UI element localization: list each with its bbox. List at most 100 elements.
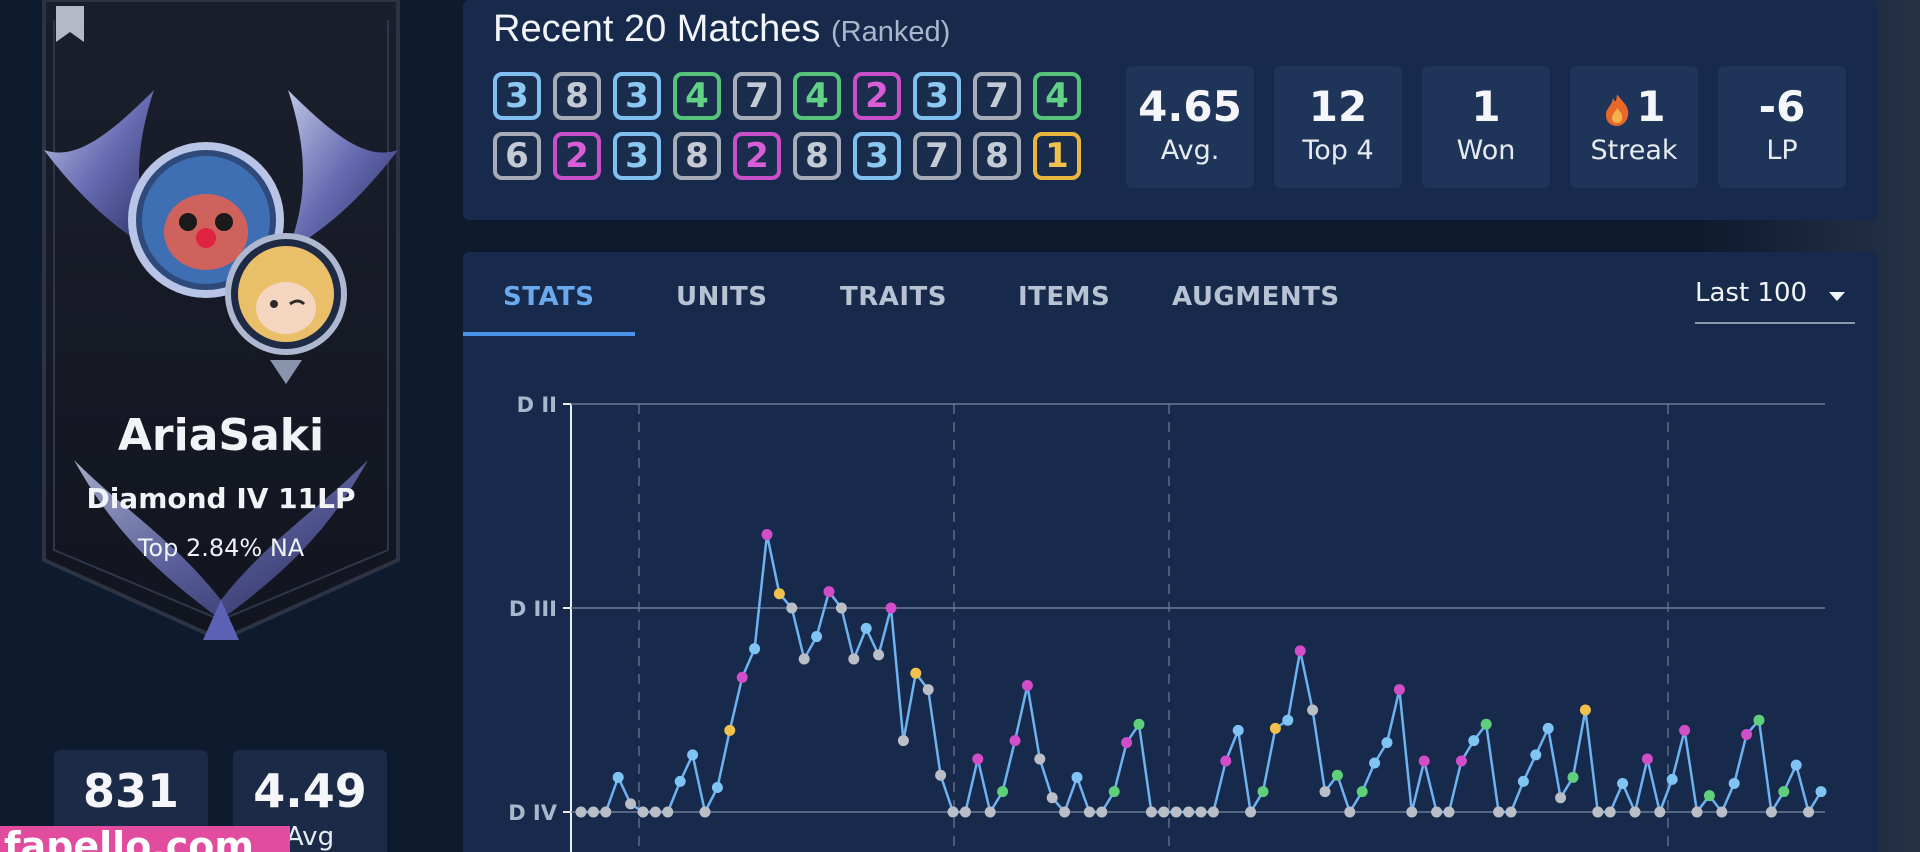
tab-traits[interactable]: TRAITS [840, 282, 948, 312]
match-point [848, 653, 860, 665]
placement-box[interactable]: 7 [733, 72, 781, 120]
match-point [1753, 714, 1765, 726]
placement-box[interactable]: 4 [1033, 72, 1081, 120]
match-point [1021, 680, 1033, 692]
kpi-lp: -6 LP [1718, 66, 1846, 188]
match-point [984, 806, 996, 818]
match-point [1034, 753, 1046, 765]
tab-stats[interactable]: STATS [503, 282, 595, 312]
match-point [1331, 769, 1343, 781]
match-point [1232, 724, 1244, 736]
match-point [1369, 757, 1381, 769]
match-point [637, 806, 649, 818]
placement-box[interactable]: 7 [913, 132, 961, 180]
profile-card: AriaSaki Diamond IV 11LP Top 2.84% NA [34, 0, 408, 640]
placement-box[interactable]: 7 [973, 72, 1021, 120]
kpi-label: Won [1456, 135, 1516, 166]
match-point [1567, 771, 1579, 783]
bookmark-icon[interactable] [54, 4, 86, 44]
placement-box[interactable]: 8 [673, 132, 721, 180]
match-point [1108, 786, 1120, 798]
match-point [761, 529, 773, 541]
placement-box[interactable]: 4 [673, 72, 721, 120]
placement-box[interactable]: 2 [733, 132, 781, 180]
match-point [1654, 806, 1666, 818]
match-point [1307, 704, 1319, 716]
match-point [1517, 775, 1529, 787]
placement-box[interactable]: 8 [793, 132, 841, 180]
tab-augments[interactable]: AUGMENTS [1172, 282, 1340, 312]
kpi-label: Avg. [1160, 135, 1220, 166]
placement-box[interactable]: 2 [853, 72, 901, 120]
match-point [1406, 806, 1418, 818]
match-point [1790, 759, 1802, 771]
match-point [749, 643, 761, 655]
match-point [835, 602, 847, 614]
match-point [587, 806, 599, 818]
profile-stat-avg: 4.49 Avg [233, 750, 387, 852]
range-select[interactable]: Last 100 [1695, 278, 1855, 324]
match-point [972, 753, 984, 765]
match-point [1579, 704, 1591, 716]
placement-box[interactable]: 3 [493, 72, 541, 120]
kpi-top4: 12 Top 4 [1274, 66, 1402, 188]
watermark: fapello.com [0, 826, 290, 852]
match-point [1666, 773, 1678, 785]
match-point [1716, 806, 1728, 818]
match-point [1592, 806, 1604, 818]
chevron-down-icon [1829, 292, 1845, 301]
match-point [1393, 684, 1405, 696]
placement-box[interactable]: 6 [493, 132, 541, 180]
match-point [625, 798, 637, 810]
placement-box[interactable]: 8 [553, 72, 601, 120]
match-point [1133, 718, 1145, 730]
placement-box[interactable]: 4 [793, 72, 841, 120]
placement-box[interactable]: 3 [913, 72, 961, 120]
match-point [897, 735, 909, 747]
match-point [1431, 806, 1443, 818]
placement-box[interactable]: 2 [553, 132, 601, 180]
placement-box[interactable]: 8 [973, 132, 1021, 180]
placement-box[interactable]: 3 [613, 132, 661, 180]
match-point [674, 775, 686, 787]
match-point [922, 684, 934, 696]
placement-box[interactable]: 3 [613, 72, 661, 120]
placement-box[interactable]: 1 [1033, 132, 1081, 180]
rank-label: Diamond IV 11LP [86, 482, 356, 515]
match-point [873, 649, 885, 661]
y-tick-label: D IV [508, 801, 558, 825]
placement-box[interactable]: 3 [853, 132, 901, 180]
flame-icon [1606, 93, 1629, 126]
active-tab-indicator [463, 332, 635, 336]
match-point [947, 806, 959, 818]
rank-banner [42, 0, 400, 640]
match-point [1282, 714, 1294, 726]
match-point [612, 771, 624, 783]
match-point [1815, 786, 1827, 798]
match-point [1691, 806, 1703, 818]
match-point [1803, 806, 1815, 818]
match-point [1183, 806, 1195, 818]
kpi-value: -6 [1758, 82, 1806, 131]
match-point [786, 602, 798, 614]
match-point [1170, 806, 1182, 818]
tab-bar: STATS UNITS TRAITS ITEMS AUGMENTS Last 1… [463, 252, 1877, 336]
match-point [1195, 806, 1207, 818]
match-point [910, 667, 922, 679]
match-point [1059, 806, 1071, 818]
tab-units[interactable]: UNITS [676, 282, 768, 312]
match-point [699, 806, 711, 818]
match-point [1604, 806, 1616, 818]
match-point [1443, 806, 1455, 818]
match-point [1245, 806, 1257, 818]
match-point [1046, 792, 1058, 804]
match-point [724, 724, 736, 736]
match-point [687, 749, 699, 761]
match-point [1121, 737, 1133, 749]
match-point [1468, 735, 1480, 747]
kpi-value: 12 [1308, 82, 1368, 131]
match-point [1344, 806, 1356, 818]
kpi-value: 1 [1471, 82, 1501, 131]
match-point [1220, 755, 1232, 767]
tab-items[interactable]: ITEMS [1018, 282, 1111, 312]
